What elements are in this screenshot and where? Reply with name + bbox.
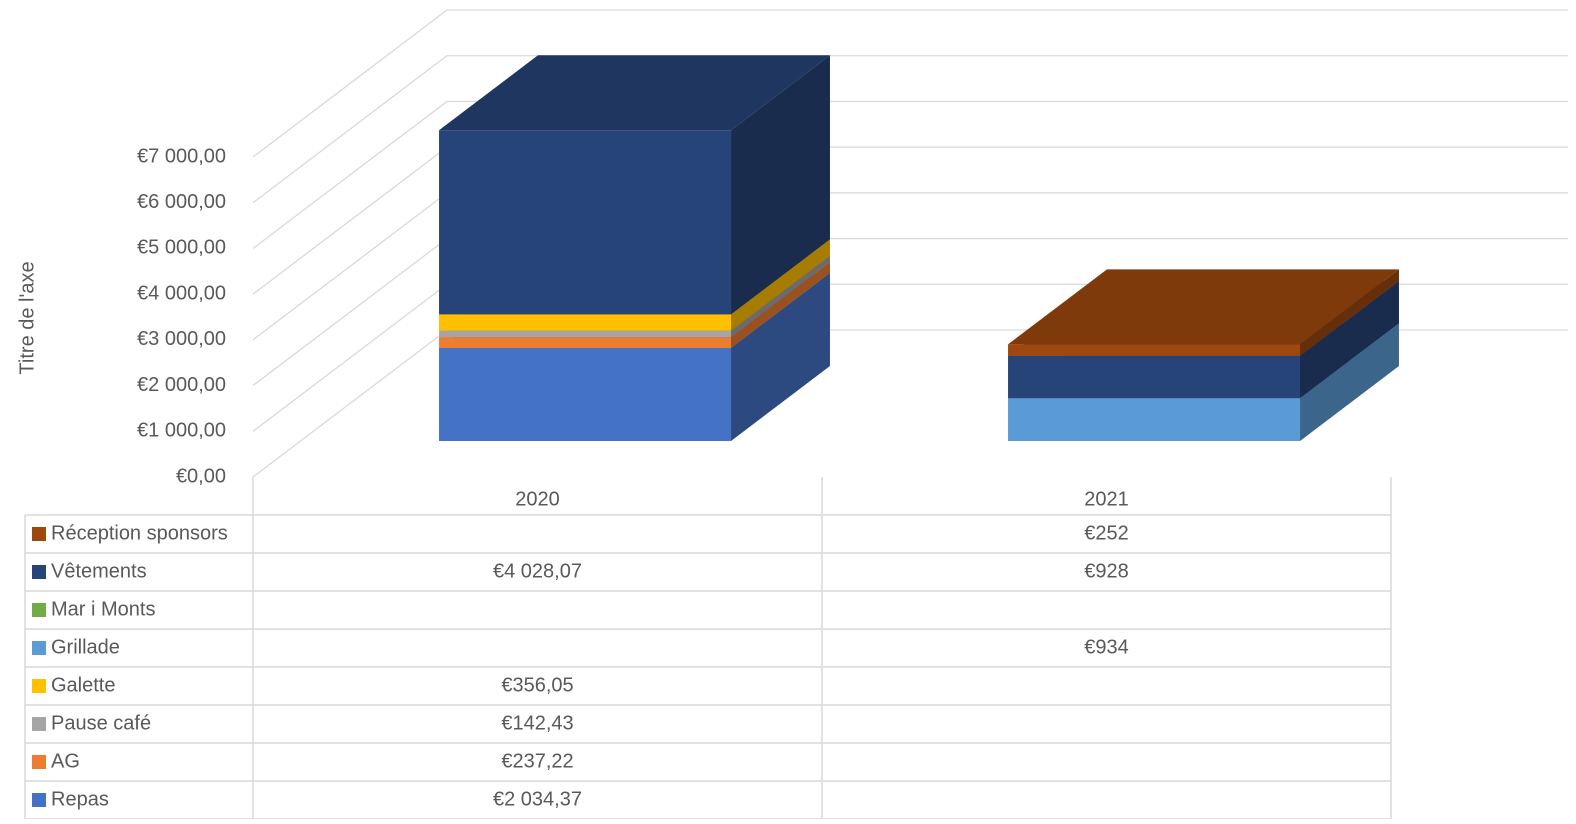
bar-top (1008, 269, 1399, 345)
bar-front (439, 347, 732, 441)
table-value: €928 (1084, 560, 1129, 582)
y-axis-title: Titre de l'axe (16, 261, 38, 374)
x-tick-label: 2020 (515, 488, 560, 510)
grid-line (252, 100, 1568, 249)
bar-side (1300, 269, 1399, 356)
y-tick-label: €2 000,00 (137, 374, 226, 396)
legend-label: Mar i Monts (51, 598, 155, 620)
y-tick-label: €5 000,00 (137, 237, 226, 259)
legend-label: Vêtements (51, 560, 147, 582)
bar-front (1008, 398, 1301, 441)
table-value: €934 (1084, 636, 1129, 658)
bar-side (731, 239, 830, 331)
table-value: €237,22 (501, 750, 573, 772)
legend-swatch (32, 527, 46, 541)
bar-side (731, 273, 830, 441)
legend-label: Repas (51, 788, 109, 810)
x-tick-label: 2021 (1084, 488, 1129, 510)
legend-label: AG (51, 750, 80, 772)
y-tick-label: €6 000,00 (137, 191, 226, 213)
legend-swatch (32, 565, 46, 579)
bar-side (731, 55, 830, 315)
legend-swatch (32, 679, 46, 693)
grid-line (252, 9, 1568, 158)
bar-front (439, 330, 732, 338)
bar-front (439, 130, 732, 315)
table-value: €356,05 (501, 674, 573, 696)
bar-side (1300, 323, 1399, 441)
table-value: €4 028,07 (493, 560, 582, 582)
bar-side (731, 255, 830, 338)
bar-side (1300, 280, 1399, 399)
y-tick-label: €7 000,00 (137, 145, 226, 167)
legend-label: Galette (51, 674, 115, 696)
bar-segment (1008, 269, 1399, 356)
bar-front (1008, 344, 1301, 356)
bar-side (731, 262, 830, 348)
legend-swatch (32, 755, 46, 769)
legend-swatch (32, 603, 46, 617)
bar-front (439, 337, 732, 348)
bar-top (439, 55, 830, 131)
table-value: €142,43 (501, 712, 573, 734)
bar-front (1008, 355, 1301, 399)
grid-line (252, 55, 1568, 204)
y-tick-label: €1 000,00 (137, 420, 226, 442)
y-tick-label: €4 000,00 (137, 282, 226, 304)
legend-label: Pause café (51, 712, 151, 734)
legend-swatch (32, 717, 46, 731)
table-value: €2 034,37 (493, 788, 582, 810)
bar-front (439, 314, 732, 331)
legend-swatch (32, 641, 46, 655)
legend-swatch (32, 793, 46, 807)
legend-label: Grillade (51, 636, 120, 658)
y-tick-label: €0,00 (176, 465, 226, 487)
legend-label: Réception sponsors (51, 522, 228, 544)
y-tick-label: €3 000,00 (137, 328, 226, 350)
table-value: €252 (1084, 522, 1129, 544)
bar-segment (439, 55, 830, 315)
